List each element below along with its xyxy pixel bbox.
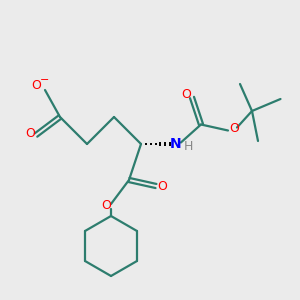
Text: N: N (170, 137, 181, 151)
Text: O: O (31, 79, 41, 92)
Text: O: O (26, 127, 35, 140)
Text: O: O (182, 88, 191, 101)
Text: O: O (229, 122, 239, 136)
Text: H: H (183, 140, 193, 153)
Text: O: O (157, 179, 167, 193)
Text: −: − (40, 75, 49, 85)
Text: O: O (102, 199, 111, 212)
